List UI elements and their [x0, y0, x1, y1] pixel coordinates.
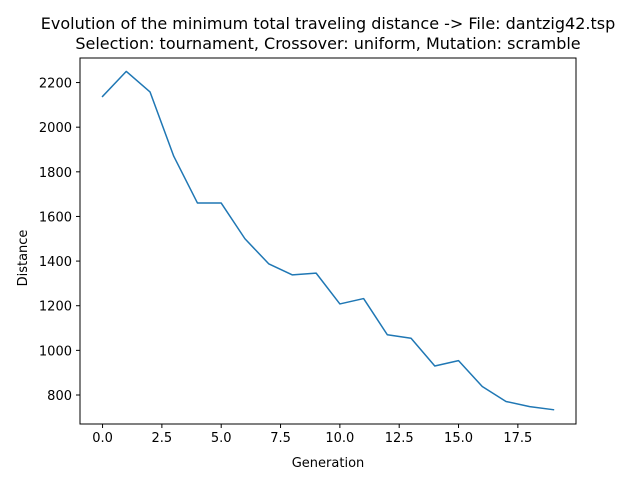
y-tick-label: 2200 [39, 77, 72, 92]
y-tick-label: 800 [47, 389, 72, 404]
series-layer [101, 70, 555, 411]
y-tick-label: 2000 [39, 121, 72, 136]
x-tick-label: 7.5 [270, 431, 291, 446]
x-tick-label: 10.0 [325, 431, 354, 446]
x-tick-label: 0.0 [92, 431, 113, 446]
y-axis-label: Distance [16, 230, 31, 287]
y-tick-label: 1000 [39, 344, 72, 359]
x-tick-label: 2.5 [152, 431, 173, 446]
x-tick-label: 5.0 [211, 431, 232, 446]
chart-subtitle: Selection: tournament, Crossover: unifor… [75, 34, 580, 53]
plot-frame [79, 57, 577, 425]
ticks-layer: 0.0 2.5 5.0 7.5 10.0 12.5 15.0 17.5 800 1000 1200 1… [39, 77, 532, 446]
y-tick-label: 1800 [39, 166, 72, 181]
y-tick-label: 1400 [39, 255, 72, 270]
chart-title: Evolution of the minimum total traveling… [41, 14, 615, 33]
x-tick-label: 17.5 [503, 431, 532, 446]
y-tick-label: 1200 [39, 300, 72, 315]
x-tick-label: 12.5 [385, 431, 414, 446]
x-tick-label: 15.0 [444, 431, 473, 446]
y-tick-label: 1600 [39, 210, 72, 225]
x-axis-label: Generation [292, 456, 365, 471]
distance-series-line [101, 70, 555, 411]
